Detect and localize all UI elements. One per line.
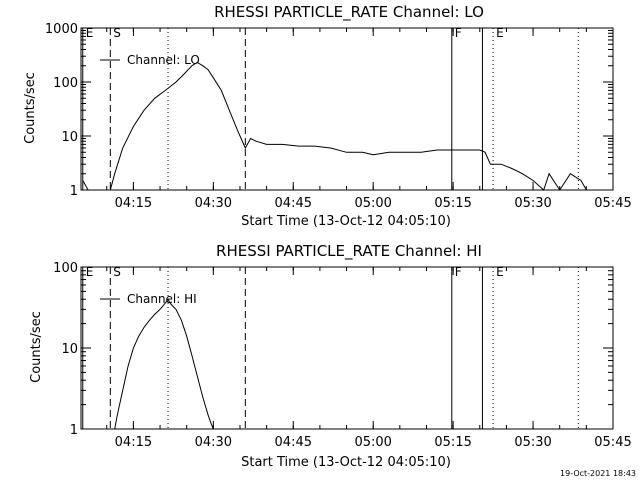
- hi-y-axis-label: Counts/sec: [29, 311, 44, 383]
- lo-x-tick-label-2: 04:45: [275, 196, 312, 211]
- hi-y-tick-label-2: 100: [53, 261, 78, 276]
- lo-y-axis-label: Counts/sec: [23, 72, 38, 144]
- hi-marker-label-4: F: [455, 265, 462, 279]
- hi-x-tick-label-0: 04:15: [115, 435, 152, 450]
- hi-series-line: [114, 298, 214, 430]
- footer-timestamp: 19-Oct-2021 18:43: [560, 469, 636, 478]
- lo-x-tick-label-3: 05:00: [354, 196, 391, 211]
- lo-channel-panel: RHESSI PARTICLE_RATE Channel: LO Counts/…: [23, 3, 632, 229]
- hi-x-tick-label-1: 04:30: [195, 435, 232, 450]
- hi-x-tick-label-4: 05:15: [434, 435, 471, 450]
- hi-chart-title: RHESSI PARTICLE_RATE Channel: HI: [216, 242, 482, 261]
- hi-legend: Channel: HI: [100, 292, 197, 306]
- lo-chart-title: RHESSI PARTICLE_RATE Channel: LO: [214, 3, 484, 22]
- lo-x-tick-label-1: 04:30: [195, 196, 232, 211]
- lo-legend-label: Channel: LO: [127, 53, 200, 67]
- lo-y-tick-label-0: 1: [70, 184, 78, 199]
- lo-marker-label-6: E: [496, 26, 504, 40]
- lo-marker-label-0: E: [86, 26, 94, 40]
- hi-marker-label-6: E: [496, 265, 504, 279]
- hi-axis-ticks: 04:15 04:30 04:45 05:00 05:15 05:30 05:45 1 10 10…: [53, 261, 632, 450]
- lo-series-line: [82, 61, 589, 191]
- hi-channel-panel: RHESSI PARTICLE_RATE Channel: HI Counts/…: [29, 242, 632, 470]
- lo-x-axis-label: Start Time (13-Oct-12 04:05:10): [241, 214, 451, 229]
- hi-x-tick-label-5: 05:30: [514, 435, 551, 450]
- lo-x-tick-label-4: 05:15: [434, 196, 471, 211]
- hi-y-tick-label-1: 10: [61, 342, 78, 357]
- hi-y-tick-label-0: 1: [70, 423, 78, 438]
- hi-x-tick-label-6: 05:45: [594, 435, 631, 450]
- lo-legend: Channel: LO: [100, 53, 200, 67]
- hi-x-tick-label-3: 05:00: [354, 435, 391, 450]
- lo-x-tick-label-5: 05:30: [514, 196, 551, 211]
- lo-x-tick-label-6: 05:45: [594, 196, 631, 211]
- lo-y-tick-label-1: 10: [61, 130, 78, 145]
- hi-marker-label-0: E: [86, 265, 94, 279]
- hi-legend-label: Channel: HI: [127, 292, 197, 306]
- lo-axis-ticks: 04:15 04:30 04:45 05:00 05:15 05:30 05:45 1 10 10…: [45, 22, 632, 211]
- hi-x-tick-label-2: 04:45: [275, 435, 312, 450]
- lo-y-tick-label-2: 100: [53, 76, 78, 91]
- hi-marker-label-1: S: [113, 265, 121, 279]
- lo-y-tick-label-3: 1000: [45, 22, 78, 37]
- lo-marker-label-4: F: [455, 26, 462, 40]
- lo-marker-label-1: S: [113, 26, 121, 40]
- hi-x-axis-label: Start Time (13-Oct-12 04:05:10): [241, 455, 451, 470]
- lo-x-tick-label-0: 04:15: [115, 196, 152, 211]
